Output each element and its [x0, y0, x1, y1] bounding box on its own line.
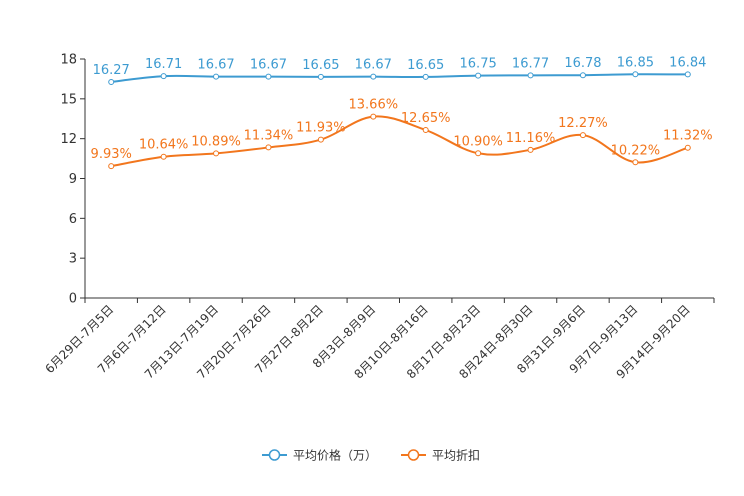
data-point [265, 144, 272, 151]
data-label: 16.65 [407, 58, 444, 73]
data-label: 12.65% [401, 111, 451, 126]
data-label: 10.64% [139, 138, 189, 153]
data-point [108, 163, 115, 170]
data-label: 10.89% [191, 134, 241, 149]
y-tick-label: 18 [60, 53, 77, 68]
y-axis-ticks: 0 3 6 9 12 15 18 [60, 53, 85, 307]
series-line [111, 115, 689, 168]
y-tick-label: 9 [69, 172, 77, 187]
y-tick-label: 12 [60, 132, 77, 147]
y-tick-label: 0 [69, 292, 77, 307]
legend[interactable]: 平均价格（万） 平均折扣 [262, 448, 480, 463]
data-label: 16.71 [145, 57, 182, 72]
data-point [213, 73, 220, 80]
data-label: 16.84 [669, 55, 706, 70]
data-point [684, 144, 691, 151]
axes [84, 59, 714, 299]
y-tick-label: 3 [69, 252, 77, 267]
data-label: 16.77 [512, 56, 549, 71]
series-1: 9.93% 10.64% 10.89% 11.34%11.93%13.66%12.65… [91, 98, 713, 170]
data-point [422, 73, 429, 80]
data-point [370, 73, 377, 80]
data-label: 10.90% [453, 134, 503, 149]
data-point [108, 78, 115, 85]
data-label: 16.85 [617, 55, 654, 70]
legend-item-0[interactable]: 平均价格（万） [262, 448, 377, 463]
legend-marker [407, 449, 420, 461]
data-label: 11.32% [663, 129, 713, 144]
data-point [579, 132, 586, 139]
data-label: 12.27% [558, 116, 608, 131]
data-point [475, 72, 482, 79]
data-point [527, 146, 534, 153]
series-layer: 16.27 16.71 16.67 16.67 16.65 16.67 16.65 16.75… [91, 55, 713, 170]
data-point [527, 72, 534, 79]
data-label: 16.67 [355, 58, 392, 73]
data-point [422, 127, 429, 134]
data-label: 11.93% [296, 121, 346, 136]
y-tick-label: 6 [69, 212, 77, 227]
data-point [370, 113, 377, 120]
data-point [579, 72, 586, 79]
x-axis-ticks: 6月29日-7月5日7月6日-7月12日7月13日-7月19日7月20日-7月2… [42, 298, 715, 382]
data-label: 16.27 [93, 63, 130, 78]
data-label: 16.78 [564, 56, 601, 71]
legend-item-1[interactable]: 平均折扣 [401, 448, 480, 463]
data-label: 9.93% [91, 147, 132, 162]
data-point [213, 150, 220, 157]
data-point [265, 73, 272, 80]
data-point [160, 73, 167, 80]
data-point [317, 136, 324, 143]
data-point [317, 73, 324, 80]
data-label: 16.65 [302, 58, 339, 73]
legend-label: 平均价格（万） [293, 448, 377, 463]
data-label: 11.16% [506, 131, 556, 146]
data-label: 16.67 [197, 58, 234, 73]
data-label: 13.66% [349, 98, 399, 113]
data-point [160, 153, 167, 160]
data-point [632, 159, 639, 166]
data-point [475, 150, 482, 157]
series-line [111, 73, 688, 83]
series-0: 16.27 16.71 16.67 16.67 16.65 16.67 16.65 16.75… [93, 55, 706, 85]
legend-label: 平均折扣 [432, 448, 480, 463]
y-tick-label: 15 [60, 92, 77, 107]
data-label: 16.67 [250, 58, 287, 73]
data-point [632, 71, 639, 78]
data-label: 16.75 [460, 57, 497, 72]
legend-marker [268, 449, 281, 461]
data-label: 10.22% [611, 143, 661, 158]
data-point [684, 71, 691, 78]
data-label: 11.34% [244, 128, 294, 143]
